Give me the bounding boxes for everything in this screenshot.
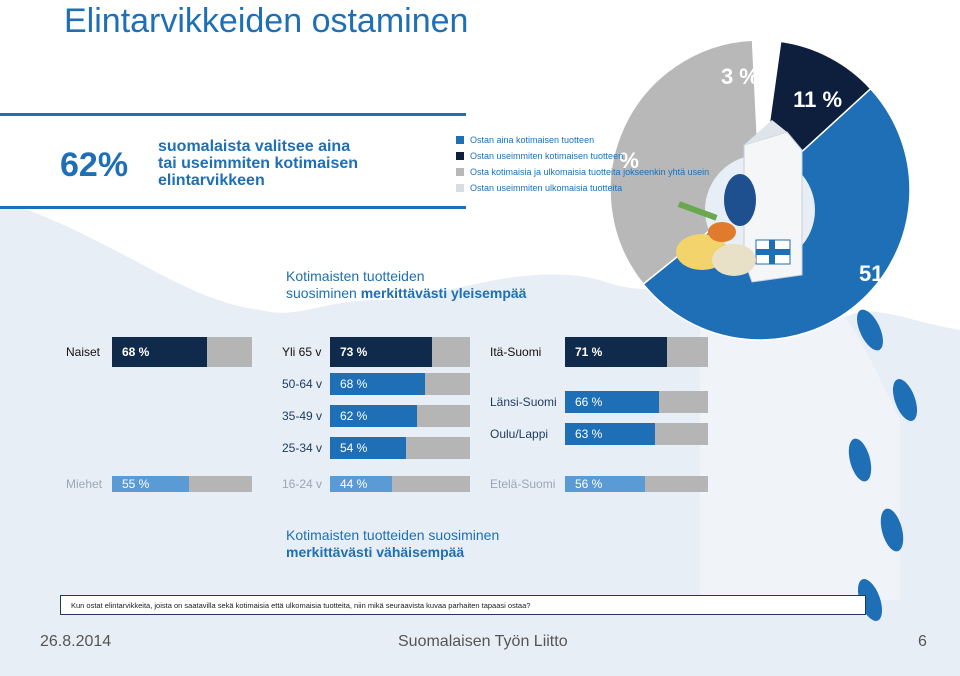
donut-value-label-2: 35 % xyxy=(588,148,639,174)
bar: 71 % xyxy=(565,337,667,367)
question-footnote: Kun ostat elintarvikkeita, joista on saa… xyxy=(60,595,866,615)
food-illustration xyxy=(676,120,803,283)
bar: 56 % xyxy=(565,476,646,492)
legend-swatch xyxy=(456,136,464,144)
bar-category-label: 25-34 v xyxy=(282,441,323,455)
legend-item: Ostan useimmiten kotimaisen tuotteen xyxy=(456,148,716,164)
donut-slice-2 xyxy=(609,39,761,286)
note-lower-line1: Kotimaisten tuotteiden suosiminen xyxy=(286,527,500,543)
bar-category-label: Länsi-Suomi xyxy=(490,395,557,409)
bar-category-label: 50-64 v xyxy=(282,377,323,391)
footprints-decoration xyxy=(848,309,918,621)
bar-category-label: Naiset xyxy=(66,345,101,359)
note-higher: Kotimaisten tuotteiden suosiminen merkit… xyxy=(286,268,526,302)
donut-value-label-0: 51 % xyxy=(858,260,910,286)
bar-category-label: Itä-Suomi xyxy=(490,345,542,359)
bar-category-label: 16-24 v xyxy=(282,477,323,491)
footer-organization: Suomalaisen Työn Liitto xyxy=(398,633,568,650)
bar-category-label: Yli 65 v xyxy=(282,345,322,359)
page-number: 6 xyxy=(918,633,927,650)
legend-item: Osta kotimaisia ja ulkomaisia tuotteita … xyxy=(456,164,716,180)
bar-category-label: Etelä-Suomi xyxy=(490,477,556,491)
bar: 73 % xyxy=(330,337,433,367)
donut-value-label-3: 3 % xyxy=(720,64,759,90)
legend-label: Osta kotimaisia ja ulkomaisia tuotteita … xyxy=(470,167,710,177)
legend-label: Ostan useimmiten kotimaisen tuotteen xyxy=(470,151,624,161)
legend-label: Ostan aina kotimaisen tuotteen xyxy=(470,135,595,145)
note-higher-line2a: suosiminen xyxy=(286,285,361,301)
legend-label: Ostan useimmiten ulkomaisia tuotteita xyxy=(470,183,623,193)
note-higher-line2b: merkittävästi yleisempää xyxy=(360,285,527,301)
bar: 63 % xyxy=(565,423,656,445)
note-lower: Kotimaisten tuotteiden suosiminen merkit… xyxy=(286,527,499,561)
bar-category-label: 35-49 v xyxy=(282,409,323,423)
legend-swatch xyxy=(456,152,464,160)
bar: 62 % xyxy=(330,405,417,427)
footer-date: 26.8.2014 xyxy=(40,633,112,650)
donut-value-label-1: 11 % xyxy=(793,86,843,112)
bar: 68 % xyxy=(330,373,426,395)
bar-category-label: Oulu/Lappi xyxy=(490,427,549,441)
donut-legend: Ostan aina kotimaisen tuotteen Ostan usei… xyxy=(456,132,716,196)
banner-percent: 62% xyxy=(60,146,129,184)
bar: 66 % xyxy=(565,391,660,413)
bar: 54 % xyxy=(330,437,406,459)
note-lower-line2: merkittävästi vähäisempää xyxy=(286,544,465,560)
legend-swatch xyxy=(456,168,464,176)
page-title: Elintarvikkeiden ostaminen xyxy=(64,2,469,40)
note-higher-line1: Kotimaisten tuotteiden xyxy=(286,268,425,284)
bar: 44 % xyxy=(330,476,392,492)
highlight-banner: 62% suomalaista valitsee aina tai useimm… xyxy=(0,113,466,209)
legend-item: Ostan useimmiten ulkomaisia tuotteita xyxy=(456,180,716,196)
bar-category-label: Miehet xyxy=(66,477,103,491)
bar: 68 % xyxy=(112,337,208,367)
legend-swatch xyxy=(456,184,464,192)
bar: 55 % xyxy=(112,476,189,492)
banner-text: suomalaista valitsee aina tai useimmiten… xyxy=(158,138,359,189)
legend-item: Ostan aina kotimaisen tuotteen xyxy=(456,132,716,148)
